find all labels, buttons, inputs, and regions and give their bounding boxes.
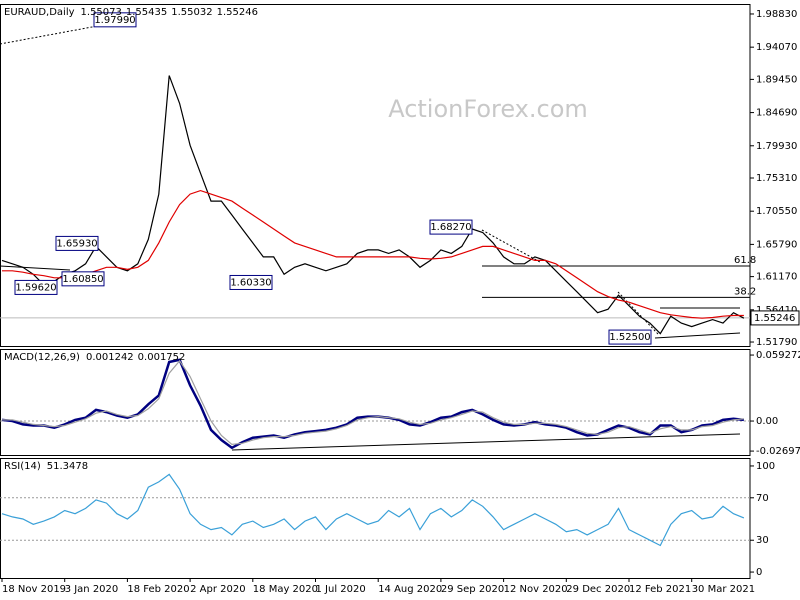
annotation-label: 1.59620	[15, 282, 56, 293]
price-annotation: 1.60330	[229, 274, 273, 290]
y-tick-label: 1.75310	[756, 173, 797, 184]
panel-border	[0, 458, 751, 579]
price-annotation: 1.65930	[55, 235, 99, 251]
x-tick-label: 12 Nov 2020	[504, 584, 568, 595]
trend-line	[617, 291, 659, 335]
panel-reading: 1.55073	[81, 7, 122, 18]
y-tick-label: -0.026978	[756, 446, 800, 457]
annotation-label: 1.60850	[62, 274, 103, 285]
price-annotation: 1.68270	[429, 219, 473, 235]
annotation-box	[61, 271, 105, 287]
panel-border	[0, 349, 751, 456]
fib-label: 61.8	[734, 255, 756, 266]
price-annotation: 1.52500	[608, 329, 652, 345]
watermark: ActionForex.com	[388, 95, 588, 123]
annotation-label: 1.60330	[230, 277, 271, 288]
annotation-box	[429, 219, 473, 235]
y-tick-label: 1.94070	[756, 42, 797, 53]
x-tick-label: 18 May 2020	[253, 584, 318, 595]
y-tick-label: 30	[756, 535, 769, 546]
trend-lines	[0, 19, 741, 451]
annotation-box	[55, 235, 99, 251]
series-line	[1, 75, 745, 335]
y-tick-label: 1.84690	[756, 108, 797, 119]
annotation-box	[14, 279, 58, 295]
annotation-label: 1.52500	[609, 332, 650, 343]
y-tick-label: 70	[756, 493, 769, 504]
series-line	[1, 473, 745, 547]
price-annotation: 1.97990	[93, 12, 137, 28]
y-tick-label: 1.51790	[756, 337, 797, 348]
panel-reading: 0.001242	[86, 352, 134, 363]
y-tick-label: 0.00	[756, 416, 778, 427]
y-tick-label: 1.89450	[756, 74, 797, 85]
x-tick-label: 18 Nov 2019	[2, 584, 66, 595]
x-tick-label: 12 Feb 2021	[629, 584, 691, 595]
panel-reading: 1.55246	[217, 7, 258, 18]
annotation-box	[608, 329, 652, 345]
y-tick-label: 1.70550	[756, 206, 797, 217]
x-tick-label: 29 Dec 2020	[566, 584, 630, 595]
x-tick-label: 2 Apr 2020	[190, 584, 245, 595]
price-annotation: 1.59620	[14, 279, 58, 295]
y-tick-label: 1.65790	[756, 239, 797, 250]
x-tick-label: 18 Feb 2020	[127, 584, 189, 595]
price-annotation: 1.60850	[61, 271, 105, 287]
x-tick-label: 1 Jul 2020	[316, 584, 366, 595]
annotation-box	[93, 12, 137, 28]
panel-reading: 1.55435	[126, 7, 167, 18]
y-tick-label: 1.56410	[756, 305, 797, 316]
y-tick-label: 1.61170	[756, 272, 797, 283]
panel-border	[0, 4, 751, 347]
series-line	[2, 359, 744, 446]
fib-label: 38.2	[734, 286, 756, 297]
panel-reading: 1.55032	[171, 7, 212, 18]
trend-line	[481, 229, 541, 263]
last-price-label: 1.55246	[754, 313, 795, 324]
y-tick-label: 0	[756, 567, 762, 578]
annotation-label: 1.97990	[94, 15, 135, 26]
panel-reading: 51.3478	[47, 461, 88, 472]
y-tick-label: 1.79930	[756, 141, 797, 152]
panel-reading: 0.001752	[138, 352, 186, 363]
trend-line	[231, 433, 741, 451]
y-tick-label: 100	[756, 461, 775, 472]
annotation-label: 1.65930	[56, 238, 97, 249]
annotation-box	[229, 274, 273, 290]
trend-line	[0, 265, 71, 271]
last-price-box	[750, 310, 800, 326]
x-tick-label: 29 Sep 2020	[441, 584, 504, 595]
y-tick-label: 1.98830	[756, 9, 797, 20]
panel-title: EURAUD,Daily	[4, 7, 75, 18]
x-tick-label: 3 Jan 2020	[65, 584, 119, 595]
x-tick-label: 30 Mar 2021	[692, 584, 755, 595]
panel-title: RSI(14)	[4, 461, 41, 472]
series-line	[2, 189, 744, 319]
annotation-label: 1.68270	[430, 222, 471, 233]
trend-line	[654, 332, 741, 339]
panel-title: MACD(12,26,9)	[4, 352, 80, 363]
y-tick-label: 0.059272	[756, 350, 800, 361]
x-tick-label: 14 Aug 2020	[378, 584, 442, 595]
